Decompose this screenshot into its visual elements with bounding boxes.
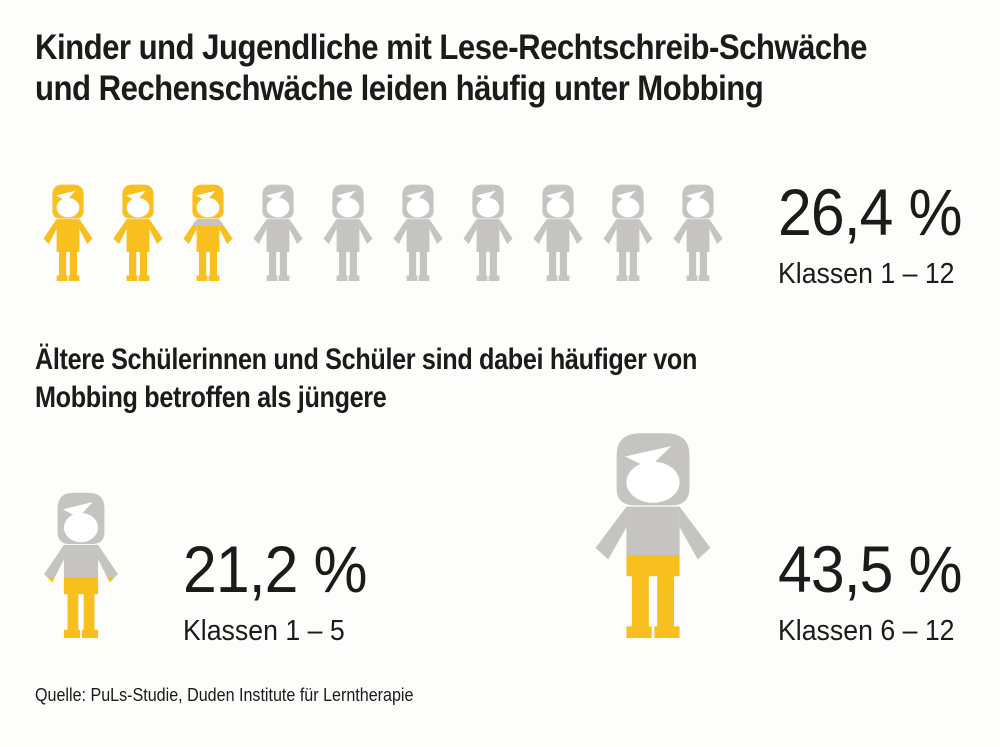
section-subtitle: Ältere Schülerinnen und Schüler sind dab… bbox=[35, 341, 697, 417]
person-arm-left bbox=[595, 506, 627, 560]
person-arm-right bbox=[709, 219, 723, 245]
person-body bbox=[406, 219, 430, 281]
stat-older-label: Klassen 6 – 12 bbox=[778, 615, 955, 647]
stat-older: 43,5 % Klassen 6 – 12 bbox=[778, 534, 962, 647]
person-arm-right bbox=[289, 219, 303, 245]
person-face bbox=[63, 512, 99, 543]
stat-younger: 21,2 % Klassen 1 – 5 bbox=[183, 534, 367, 647]
person-body bbox=[56, 219, 80, 281]
person-face bbox=[266, 197, 290, 218]
person-hair-quiff bbox=[336, 190, 356, 201]
person-body bbox=[476, 219, 500, 281]
subtitle-line-2: Mobbing betroffen als jüngere bbox=[35, 381, 387, 414]
person-hair-quiff bbox=[56, 190, 76, 201]
person-icon bbox=[603, 184, 653, 281]
person-arm-left bbox=[393, 219, 407, 245]
person-icon bbox=[44, 492, 118, 638]
small-figure bbox=[36, 492, 126, 638]
source-note: Quelle: PuLs-Studie, Duden Institute für… bbox=[35, 684, 414, 705]
stat-younger-value: 21,2 % bbox=[183, 532, 367, 606]
title-line-2: und Rechenschwäche leiden häufig unter M… bbox=[35, 69, 764, 108]
person-arm-right bbox=[79, 219, 93, 245]
person-arm-left bbox=[533, 219, 547, 245]
person-arm-right bbox=[149, 219, 163, 245]
person-hair-quiff bbox=[63, 502, 93, 518]
person-arm-left bbox=[44, 544, 64, 583]
person-arm-left bbox=[253, 219, 267, 245]
stat-overall-value: 26,4 % bbox=[778, 175, 962, 249]
person-face bbox=[126, 197, 150, 218]
person-body bbox=[686, 219, 710, 281]
person-icon bbox=[253, 184, 303, 281]
person-arm-left bbox=[323, 219, 337, 245]
person-icon bbox=[183, 184, 233, 281]
person-arm-right bbox=[359, 219, 373, 245]
person-face bbox=[476, 197, 500, 218]
person-icon bbox=[463, 184, 513, 281]
person-body bbox=[336, 219, 360, 281]
person-arm-right bbox=[679, 506, 711, 560]
person-body bbox=[626, 506, 680, 638]
title-line-1: Kinder und Jugendliche mit Lese-Rechtsch… bbox=[35, 28, 868, 67]
person-icon bbox=[113, 184, 163, 281]
pictogram-row bbox=[38, 184, 728, 281]
person-face bbox=[406, 197, 430, 218]
subtitle-line-1: Ältere Schülerinnen und Schüler sind dab… bbox=[35, 343, 698, 376]
person-arm-right bbox=[499, 219, 513, 245]
person-hair-quiff bbox=[476, 190, 496, 201]
person-hair-quiff bbox=[196, 190, 216, 201]
person-body bbox=[126, 219, 150, 281]
stat-older-value: 43,5 % bbox=[778, 532, 962, 606]
large-figure bbox=[583, 432, 723, 638]
person-face bbox=[196, 197, 220, 218]
stat-overall: 26,4 % Klassen 1 – 12 bbox=[778, 177, 962, 290]
person-face bbox=[546, 197, 570, 218]
person-icon bbox=[43, 184, 93, 281]
person-arm-right bbox=[639, 219, 653, 245]
person-arm-left bbox=[183, 219, 197, 245]
person-body bbox=[616, 219, 640, 281]
person-hair-quiff bbox=[616, 190, 636, 201]
person-arm-left bbox=[43, 219, 57, 245]
person-arm-left bbox=[673, 219, 687, 245]
person-face bbox=[686, 197, 710, 218]
person-face bbox=[56, 197, 80, 218]
page-title: Kinder und Jugendliche mit Lese-Rechtsch… bbox=[35, 27, 868, 109]
person-hair-quiff bbox=[126, 190, 146, 201]
person-icon bbox=[393, 184, 443, 281]
person-arm-right bbox=[98, 544, 118, 583]
person-arm-left bbox=[603, 219, 617, 245]
person-body bbox=[266, 219, 290, 281]
person-icon bbox=[673, 184, 723, 281]
person-hair-quiff bbox=[686, 190, 706, 201]
person-body bbox=[63, 544, 99, 638]
person-face bbox=[336, 197, 360, 218]
person-body bbox=[546, 219, 570, 281]
person-hair-quiff bbox=[266, 190, 286, 201]
person-arm-right bbox=[429, 219, 443, 245]
person-face bbox=[616, 197, 640, 218]
person-hair-quiff bbox=[625, 446, 672, 469]
stat-overall-label: Klassen 1 – 12 bbox=[778, 258, 955, 290]
person-arm-left bbox=[463, 219, 477, 245]
person-face bbox=[626, 461, 680, 503]
stat-younger-label: Klassen 1 – 5 bbox=[183, 615, 345, 647]
person-arm-left bbox=[113, 219, 127, 245]
person-body bbox=[196, 219, 220, 281]
person-icon bbox=[533, 184, 583, 281]
person-icon bbox=[323, 184, 373, 281]
person-arm-right bbox=[569, 219, 583, 245]
person-hair-quiff bbox=[406, 190, 426, 201]
person-icon bbox=[595, 433, 711, 638]
person-arm-right bbox=[219, 219, 233, 245]
person-hair-quiff bbox=[546, 190, 566, 201]
